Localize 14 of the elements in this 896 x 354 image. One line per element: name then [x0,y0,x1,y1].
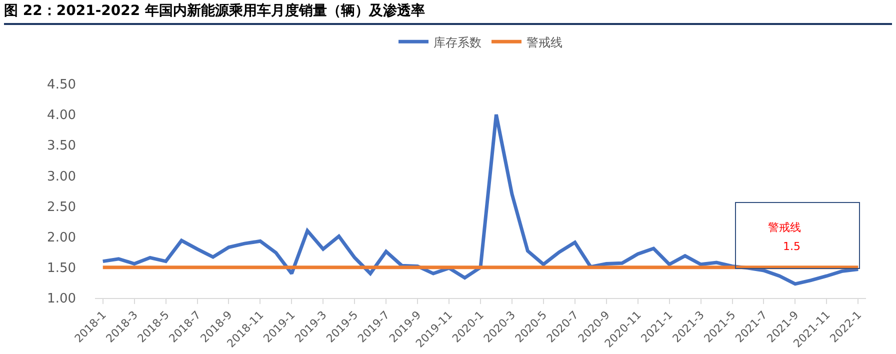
y-tick-label: 3.50 [47,138,76,154]
chart-title: 图 22：2021-2022 年国内新能源乘用车月度销量（辆）及渗透率 [4,2,892,25]
line-series [101,112,860,286]
y-tick-label: 4.50 [47,78,76,93]
legend-label: 警戒线 [526,35,562,50]
y-tick-label: 2.00 [47,230,76,246]
y-tick-label: 3.00 [47,169,76,184]
y-tick-label: 1.50 [47,260,76,276]
annotation: 警戒线 [768,221,801,234]
y-tick-label: 2.50 [47,200,76,215]
legend-label: 库存系数 [434,35,482,50]
y-tick-label: 1.00 [47,292,76,307]
annotation: 1.5 [783,240,800,253]
y-tick-label: 4.00 [47,108,76,124]
